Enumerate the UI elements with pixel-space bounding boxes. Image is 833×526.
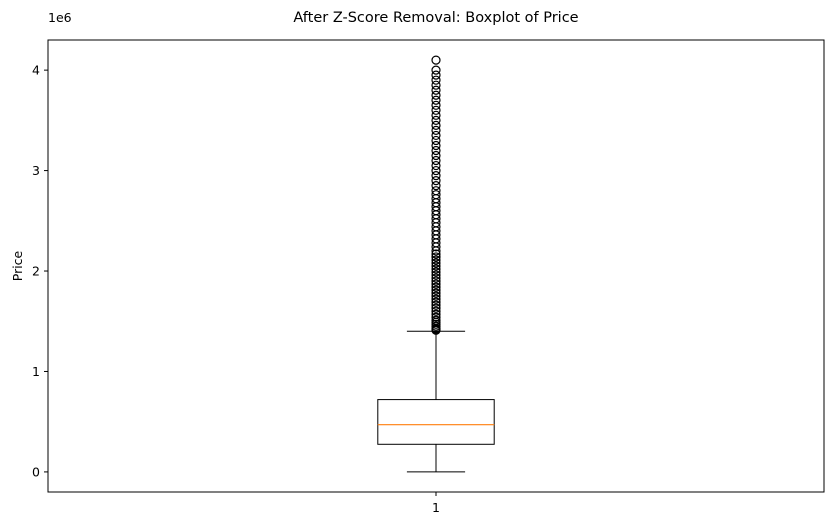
outlier-point <box>431 145 441 156</box>
outlier-point <box>431 135 441 146</box>
outlier-point <box>431 171 441 181</box>
chart-title: After Z-Score Removal: Boxplot of Price <box>293 10 578 26</box>
outlier-point <box>431 110 441 120</box>
outlier-point <box>431 255 441 265</box>
outlier-point <box>431 165 441 176</box>
outlier-point <box>431 264 441 274</box>
outlier-point <box>431 303 441 313</box>
outlier-point <box>431 70 441 80</box>
outlier-point <box>431 276 441 286</box>
outlier-point <box>431 55 441 65</box>
y-tick-label: 1 <box>32 364 40 379</box>
outlier-point <box>431 85 441 95</box>
outlier-point <box>431 315 441 325</box>
y-axis-title: Price <box>10 250 25 281</box>
outlier-point <box>431 282 441 292</box>
outlier-point <box>431 309 441 319</box>
outlier-point <box>431 176 441 186</box>
outlier-point <box>431 125 441 135</box>
outlier-point <box>431 105 441 115</box>
outlier-point <box>431 100 441 110</box>
y-tick-label: 4 <box>32 63 40 78</box>
outlier-point <box>431 140 441 151</box>
outlier-point <box>431 258 441 268</box>
outlier-point <box>431 306 441 316</box>
outlier-point <box>431 294 441 304</box>
outlier-point <box>431 267 441 277</box>
outlier-point <box>431 252 441 262</box>
outlier-point <box>431 160 441 171</box>
outlier-point <box>431 270 441 280</box>
outlier-point <box>431 279 441 289</box>
outlier-point <box>431 150 441 161</box>
outlier-point <box>431 120 441 130</box>
outlier-point <box>431 273 441 283</box>
outlier-point <box>431 155 441 166</box>
outlier-point <box>431 90 441 100</box>
outlier-point <box>431 181 441 191</box>
outlier-point <box>431 261 441 271</box>
plot-area <box>377 55 495 473</box>
outlier-point <box>431 80 441 90</box>
outlier-point <box>431 75 441 85</box>
outlier-point <box>431 115 441 125</box>
y-tick-label: 0 <box>32 464 40 479</box>
outlier-point <box>431 186 441 196</box>
outlier-point <box>431 297 441 307</box>
outlier-point <box>431 130 441 141</box>
outlier-point <box>431 288 441 298</box>
outlier-point <box>431 312 441 322</box>
outlier-point <box>431 285 441 295</box>
outlier-point <box>431 300 441 310</box>
y-tick-label: 2 <box>32 264 40 279</box>
outlier-point <box>431 291 441 301</box>
outlier-point <box>431 65 441 75</box>
outlier-point <box>431 190 441 200</box>
x-tick-label: 1 <box>432 500 440 515</box>
iqr-box <box>377 399 495 445</box>
y-offset-label: 1e6 <box>48 10 72 25</box>
y-tick-label: 3 <box>32 163 40 178</box>
outlier-point <box>431 249 441 259</box>
outlier-point <box>431 95 441 105</box>
